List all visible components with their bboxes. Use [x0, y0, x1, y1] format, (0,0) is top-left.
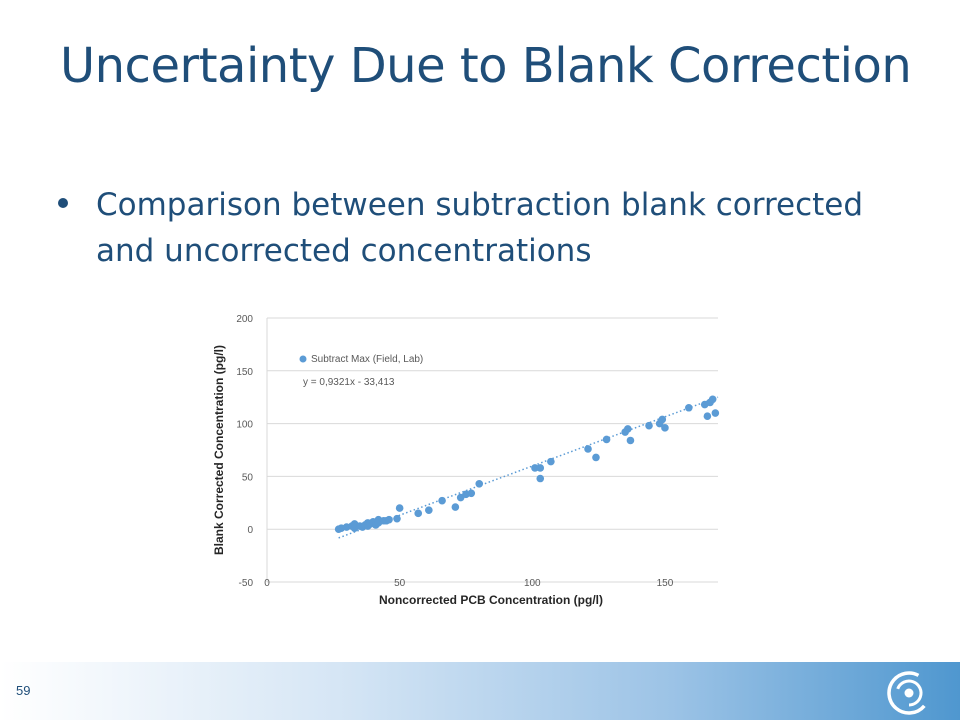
data-point — [393, 514, 401, 523]
data-point — [584, 445, 592, 453]
data-point — [451, 503, 460, 511]
trendline-path — [338, 396, 719, 539]
bullet-dot-icon — [58, 198, 68, 208]
slide-title: Uncertainty Due to Blank Correction — [60, 38, 912, 94]
data-point — [624, 425, 632, 433]
data-point — [385, 515, 393, 524]
y-tick-label: -50 — [239, 578, 254, 589]
data-point — [425, 506, 433, 514]
x-tick-label: 150 — [657, 578, 674, 589]
data-point — [661, 424, 669, 432]
scatter-chart: 0 50 100 150 -50 0 50 100 150 200 Subtract Max (… — [200, 300, 740, 620]
data-point — [536, 474, 545, 483]
x-axis-label: Noncorrected PCB Concentration (pg/l) — [379, 593, 603, 607]
data-point — [592, 453, 600, 462]
y-tick-label: 100 — [236, 420, 253, 431]
trendline-equation: y = 0,9321x - 33,413 — [303, 377, 395, 388]
data-point — [531, 464, 539, 472]
data-point — [703, 412, 712, 421]
data-point — [658, 415, 667, 424]
chart-area — [200, 300, 740, 620]
data-point — [547, 457, 555, 466]
data-point — [685, 403, 693, 412]
data-point — [645, 421, 653, 430]
data-point — [438, 496, 446, 505]
x-tick-label: 0 — [264, 578, 270, 589]
y-tick-label: 200 — [236, 314, 253, 325]
data-point — [626, 436, 635, 445]
data-point — [536, 464, 545, 472]
data-point — [708, 395, 717, 404]
legend-marker-icon — [299, 355, 307, 363]
x-tick-labels: 0 50 100 150 — [264, 578, 674, 589]
page-number: 59 — [16, 683, 31, 698]
data-point — [414, 509, 423, 518]
bullet-list: Comparison between subtraction blank cor… — [58, 182, 918, 274]
data-point — [602, 435, 611, 444]
x-tick-label: 100 — [524, 578, 541, 589]
data-point — [395, 504, 404, 512]
y-tick-labels: -50 0 50 100 150 200 — [236, 314, 253, 589]
legend-label: Subtract Max (Field, Lab) — [311, 354, 423, 365]
data-point — [475, 479, 484, 488]
y-tick-label: 150 — [236, 367, 253, 378]
x-tick-label: 50 — [394, 578, 406, 589]
swirl-logo-icon — [887, 671, 931, 715]
bullet-item: Comparison between subtraction blank cor… — [96, 187, 864, 269]
y-axis-label: Blank Corrected Concentration (pg/l) — [212, 345, 226, 555]
footer-band — [0, 662, 960, 720]
data-point — [711, 409, 720, 417]
y-tick-label: 0 — [247, 525, 253, 536]
data-point — [467, 489, 476, 498]
y-tick-label: 50 — [242, 472, 254, 483]
legend: Subtract Max (Field, Lab) — [299, 354, 423, 365]
trendline — [338, 396, 719, 539]
data-points — [334, 395, 720, 533]
